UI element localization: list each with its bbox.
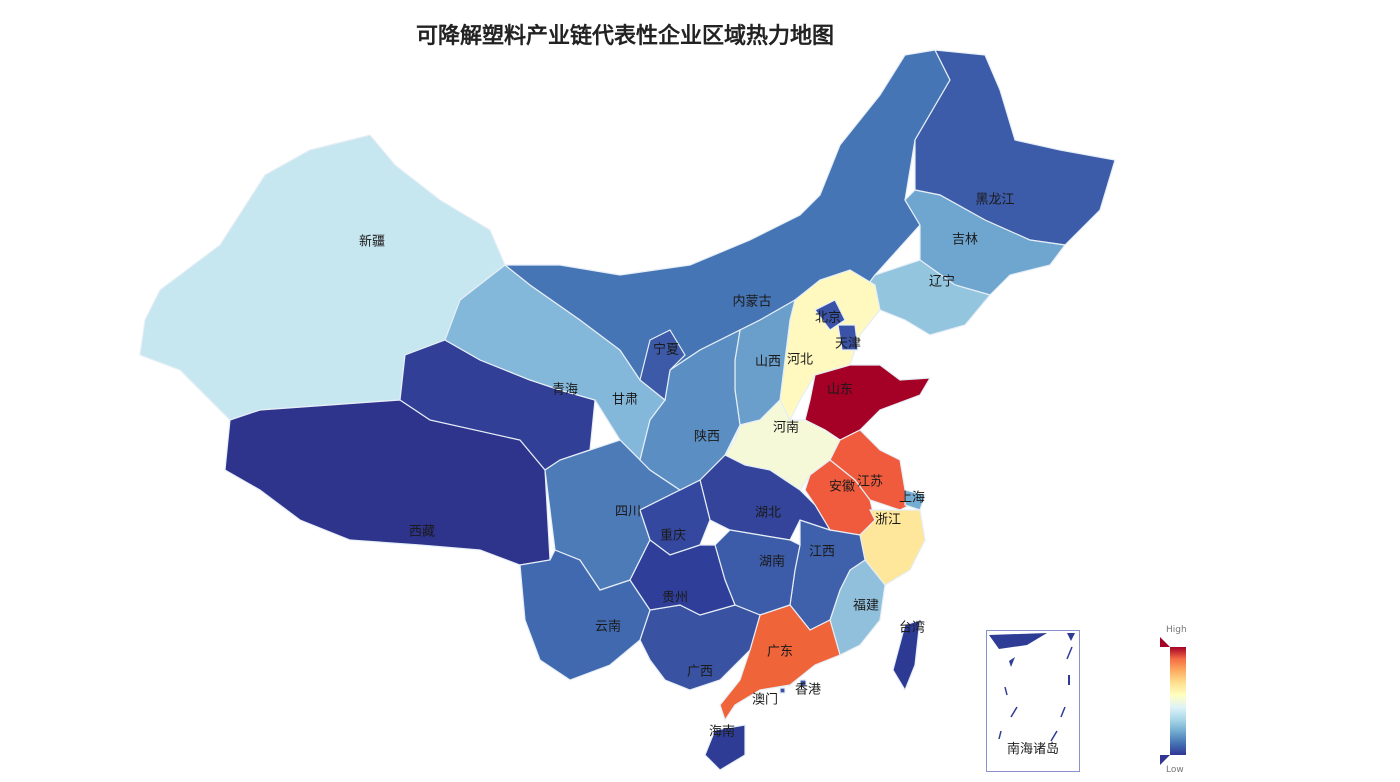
province-label: 甘肃 <box>612 393 638 408</box>
province-label: 四川 <box>615 505 641 520</box>
province-label: 安徽 <box>829 480 855 495</box>
inset-label: 南海诸岛 <box>1006 742 1059 757</box>
province-31[interactable] <box>892 619 921 692</box>
province-label: 辽宁 <box>929 274 955 290</box>
legend-gradient-bar <box>1170 647 1186 755</box>
province-label: 江西 <box>809 545 835 560</box>
legend-high-label: High <box>1166 625 1187 635</box>
legend-low-label: Low <box>1166 765 1184 775</box>
province-label: 湖北 <box>755 506 781 521</box>
province-label: 香港 <box>795 683 821 698</box>
province-label: 江苏 <box>857 474 883 490</box>
province-label: 青海 <box>552 383 578 398</box>
province-24[interactable] <box>704 724 746 771</box>
province-label: 吉林 <box>952 233 978 248</box>
map-title: 可降解塑料产业链代表性企业区域热力地图 <box>415 24 834 49</box>
province-22[interactable] <box>719 604 841 722</box>
province-label: 湖南 <box>759 554 785 570</box>
province-label: 黑龙江 <box>975 193 1014 208</box>
province-label: 北京 <box>815 311 841 326</box>
province-label: 内蒙古 <box>732 294 771 310</box>
province-label: 广东 <box>767 645 793 660</box>
province-label: 山西 <box>755 355 781 370</box>
province-label: 浙江 <box>875 513 901 528</box>
province-label: 山东 <box>827 383 853 398</box>
legend-low-handle[interactable] <box>1160 755 1170 765</box>
province-label: 河北 <box>787 353 813 368</box>
province-label: 上海 <box>899 491 925 506</box>
province-6[interactable] <box>904 189 1067 296</box>
province-label: 云南 <box>595 619 621 635</box>
province-label: 重庆 <box>660 528 686 544</box>
province-30[interactable] <box>639 329 686 402</box>
province-label: 贵州 <box>662 591 688 606</box>
legend-high-handle[interactable] <box>1160 637 1170 647</box>
province-17[interactable] <box>859 509 926 586</box>
province-29[interactable] <box>639 328 741 491</box>
province-label: 福建 <box>853 599 879 614</box>
province-label: 澳门 <box>752 692 778 708</box>
province-28[interactable] <box>629 539 736 616</box>
color-legend: High Low <box>1160 625 1200 775</box>
province-33[interactable] <box>779 687 786 694</box>
province-label: 河南 <box>773 420 799 436</box>
province-32[interactable] <box>799 679 807 687</box>
province-label: 天津 <box>835 337 861 352</box>
province-10[interactable] <box>837 324 859 351</box>
province-label: 西藏 <box>409 525 435 540</box>
province-label: 宁夏 <box>653 342 679 358</box>
province-9[interactable] <box>814 299 846 331</box>
south-china-sea-inset: 南海诸岛 <box>986 630 1080 772</box>
province-label: 新疆 <box>359 234 385 250</box>
province-label: 台湾 <box>899 620 925 636</box>
south-china-sea-islands <box>989 633 1075 742</box>
province-label: 海南 <box>709 724 735 740</box>
province-label: 陕西 <box>694 430 720 445</box>
province-label: 广西 <box>687 665 713 680</box>
